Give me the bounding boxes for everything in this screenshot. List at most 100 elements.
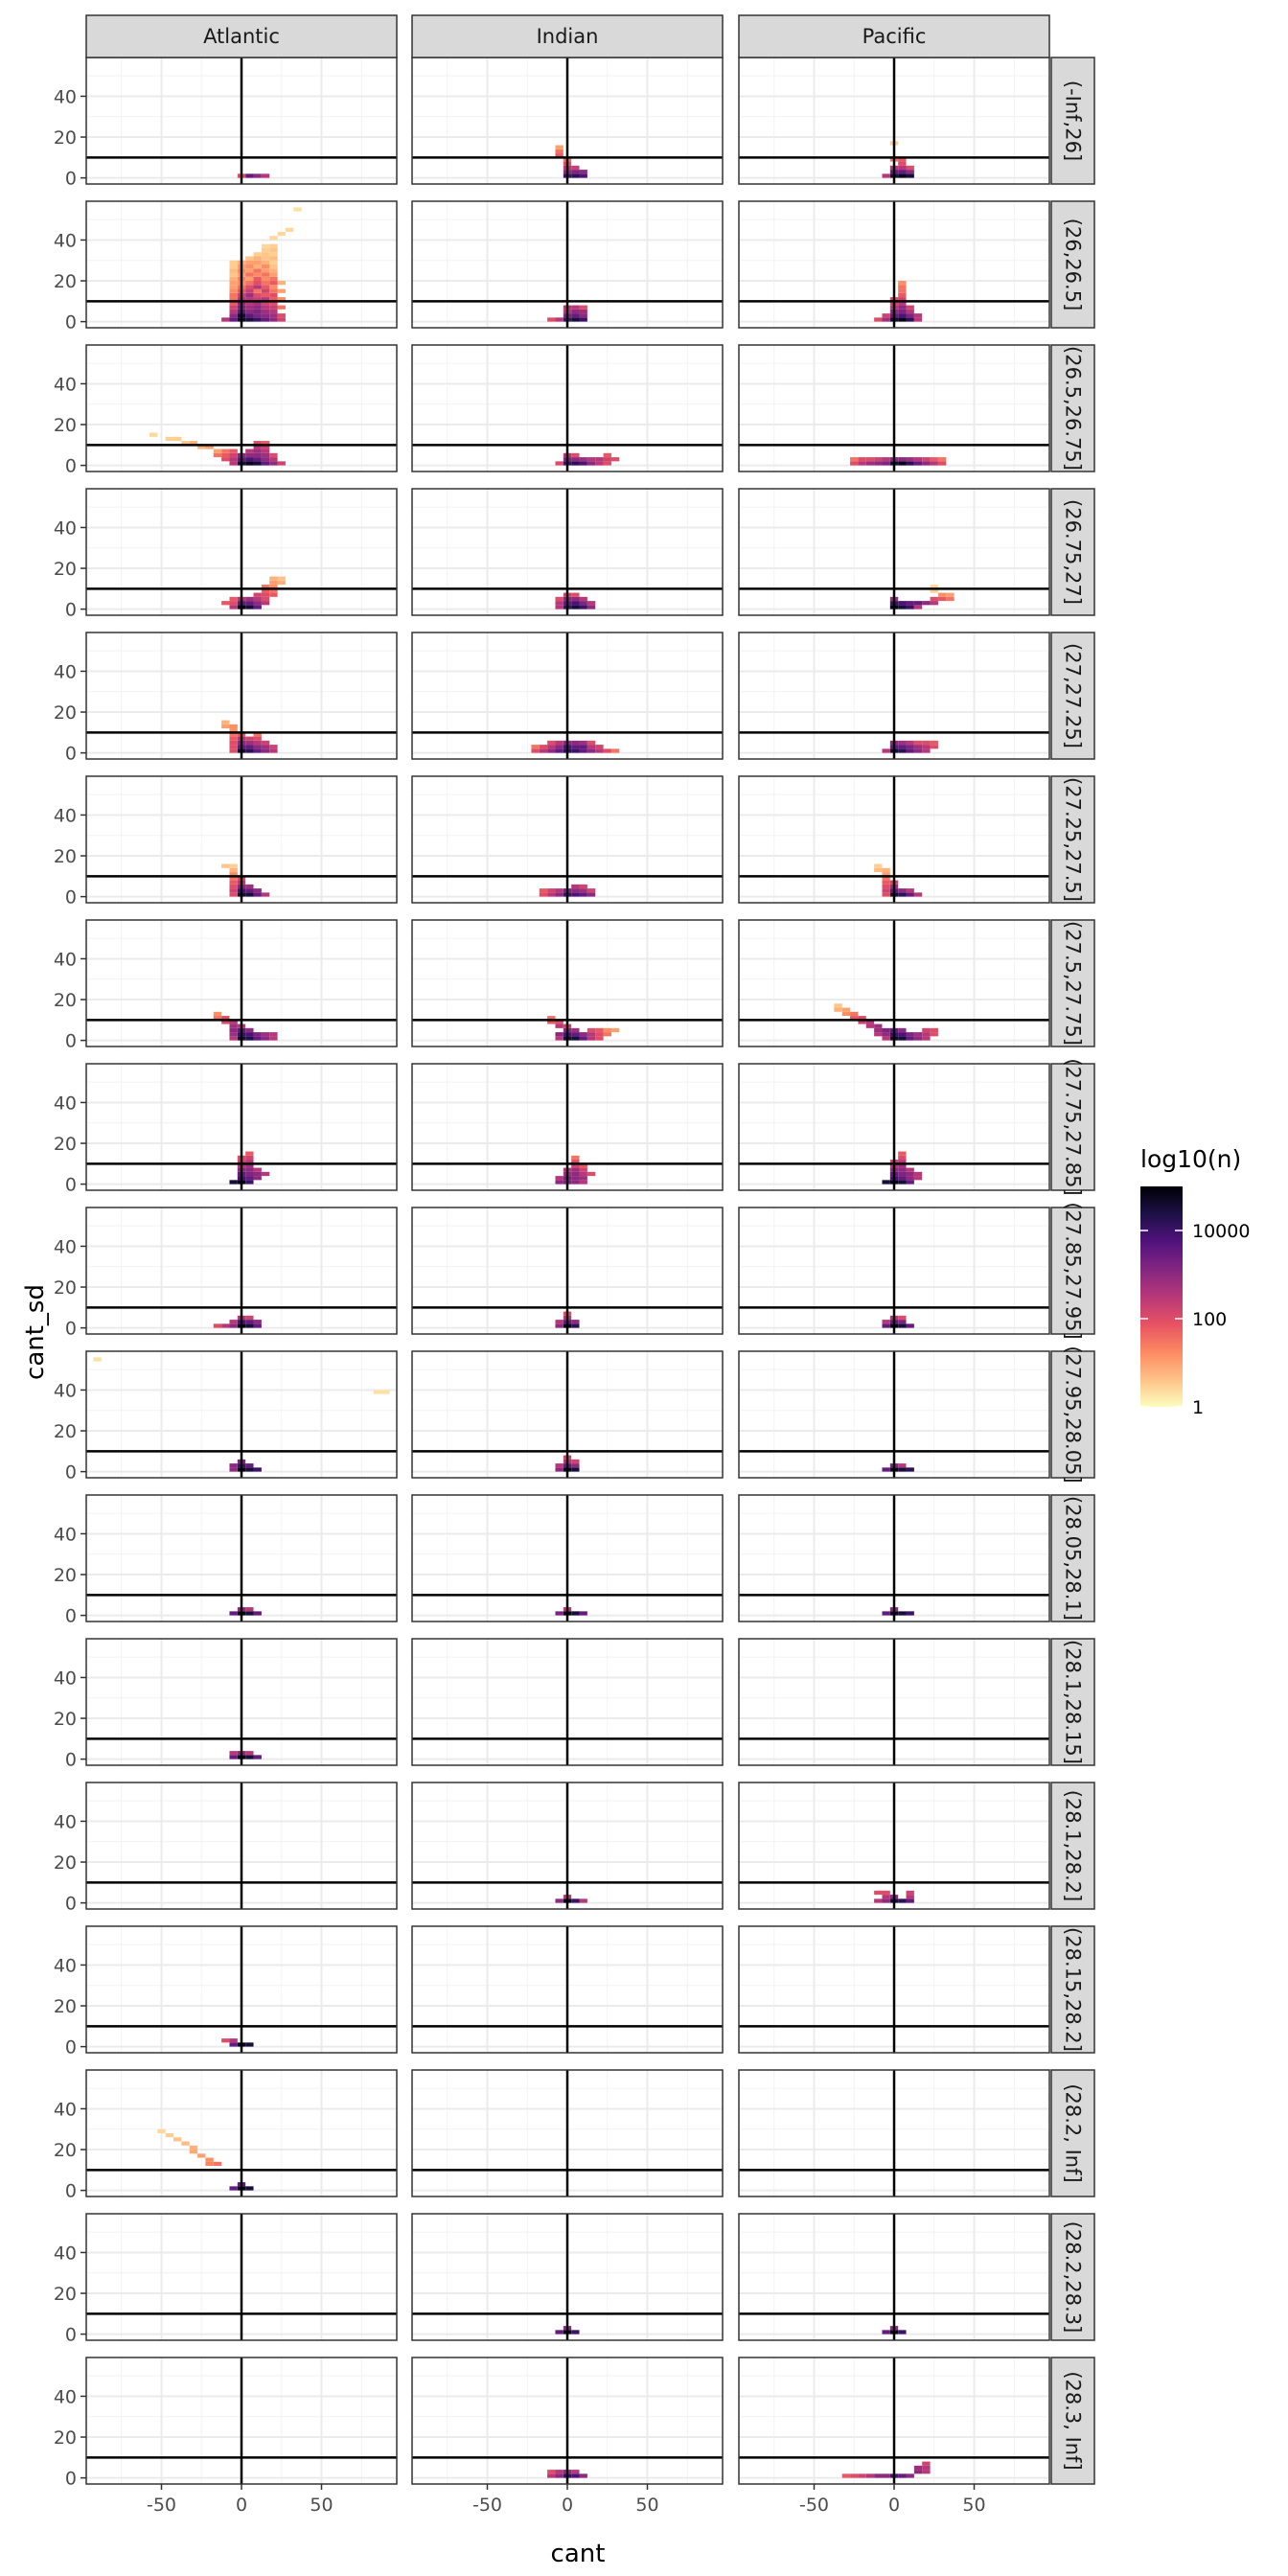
heatmap-tile	[571, 173, 580, 178]
heatmap-tile	[898, 292, 907, 298]
heatmap-tile	[555, 1180, 564, 1184]
heatmap-tile	[579, 317, 587, 322]
heatmap-tile	[245, 888, 254, 893]
heatmap-tile	[173, 2137, 182, 2142]
facet-overlay	[85, 1638, 398, 1766]
heatmap-tile	[930, 740, 938, 746]
heatmap-tile	[922, 2465, 931, 2471]
strip-background	[1050, 2357, 1095, 2485]
heatmap-tile	[213, 452, 222, 458]
heatmap-tile	[245, 748, 254, 753]
heatmap-tile	[229, 736, 238, 741]
heatmap-tile	[898, 1163, 907, 1168]
heatmap-tile	[913, 1032, 923, 1037]
panel-border	[411, 1925, 724, 2054]
heatmap-tile	[898, 170, 907, 174]
heatmap-tile	[898, 157, 907, 162]
heatmap-tile	[898, 309, 907, 314]
facet-overlay	[85, 1207, 398, 1335]
heatmap-tile	[913, 2465, 923, 2471]
heatmap-tile	[913, 605, 923, 610]
heatmap-tile	[189, 441, 198, 446]
heatmap-tile	[539, 892, 548, 897]
heatmap-tile	[571, 1160, 580, 1164]
heatmap-tile	[898, 285, 907, 289]
heatmap-tile	[850, 457, 859, 462]
heatmap-tile	[874, 317, 883, 322]
heatmap-tile	[579, 457, 587, 462]
heatmap-tile	[229, 1020, 238, 1024]
heatmap-tile	[253, 892, 262, 897]
heatmap-tile	[586, 1032, 596, 1037]
heatmap-tile	[253, 297, 262, 302]
heatmap-tile	[229, 1463, 238, 1468]
heatmap-tile	[245, 892, 254, 897]
heatmap-tile	[579, 596, 587, 602]
heatmap-tile	[253, 1611, 262, 1616]
heatmap-tile	[922, 1027, 931, 1033]
panel-border	[738, 200, 1050, 329]
heatmap-tile	[906, 313, 914, 318]
heatmap-tile	[229, 1755, 238, 1760]
heatmap-tile	[913, 745, 923, 749]
heatmap-tile	[539, 748, 548, 753]
heatmap-tile	[261, 601, 270, 606]
heatmap-tile	[571, 2470, 580, 2474]
y-tick-label: 0	[65, 1894, 77, 1915]
heatmap-tile	[865, 1020, 875, 1024]
heatmap-tile	[571, 457, 580, 462]
y-tick-label: 0	[65, 2469, 77, 2490]
heatmap-tile	[547, 317, 556, 322]
heatmap-tile	[882, 2473, 890, 2478]
y-tick-label: 20	[54, 1277, 77, 1299]
heatmap-tile	[898, 173, 907, 178]
heatmap-tile	[882, 880, 890, 885]
heatmap-tile	[293, 207, 302, 212]
heatmap-tile	[261, 441, 270, 446]
y-tick-label: 40	[54, 661, 77, 682]
heatmap-tile	[882, 461, 890, 466]
heatmap-tile	[277, 580, 286, 586]
heatmap-tile	[898, 601, 907, 606]
heatmap-tile	[579, 461, 587, 466]
heatmap-tile	[197, 445, 206, 449]
heatmap-tile	[253, 1176, 262, 1181]
strip-background	[1050, 919, 1095, 1047]
heatmap-tile	[245, 1032, 254, 1037]
heatmap-tile	[906, 1032, 914, 1037]
panel-border	[85, 2213, 398, 2341]
heatmap-tile	[586, 888, 596, 893]
heatmap-tile	[937, 461, 947, 466]
heatmap-tile	[253, 1320, 262, 1324]
heatmap-tile	[269, 285, 278, 289]
heatmap-tile	[253, 596, 262, 602]
heatmap-tile	[906, 601, 914, 606]
heatmap-tile	[930, 1027, 938, 1033]
heatmap-tile	[261, 596, 270, 602]
heatmap-tile	[850, 2473, 859, 2478]
heatmap-tile	[571, 596, 580, 602]
panel-border	[738, 919, 1050, 1047]
heatmap-tile	[229, 1180, 238, 1184]
heatmap-tile	[922, 601, 931, 606]
heatmap-tile	[906, 165, 914, 171]
heatmap-tile	[913, 740, 923, 746]
heatmap-tile	[898, 461, 907, 466]
panel-border	[411, 1063, 724, 1191]
heatmap-tile	[898, 1032, 907, 1037]
heatmap-tile	[547, 2473, 556, 2478]
heatmap-tile	[261, 1032, 270, 1037]
strip-background	[1050, 1350, 1095, 1479]
heatmap-tile	[571, 892, 580, 897]
heatmap-tile	[586, 745, 596, 749]
heatmap-tile	[253, 601, 262, 606]
heatmap-tile	[261, 1171, 270, 1177]
row-strip-label: (28.05,28.1]	[1062, 1496, 1085, 1621]
heatmap-tile	[285, 227, 294, 232]
panel-border	[411, 1638, 724, 1766]
heatmap-tile	[261, 748, 270, 753]
heatmap-tile	[253, 457, 262, 462]
y-tick-label: 20	[54, 271, 77, 292]
heatmap-tile	[277, 305, 286, 310]
heatmap-tile	[555, 1176, 564, 1181]
